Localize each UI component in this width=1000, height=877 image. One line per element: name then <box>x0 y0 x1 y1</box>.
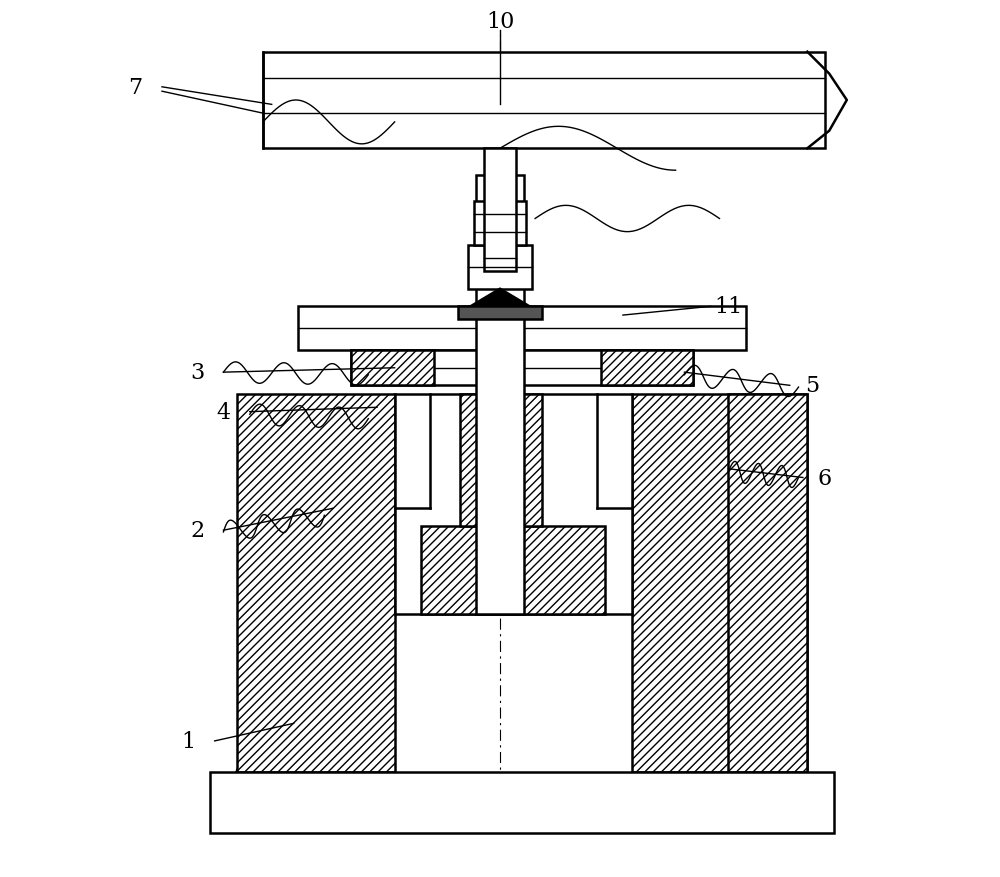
Polygon shape <box>237 395 395 772</box>
Polygon shape <box>728 395 807 772</box>
Polygon shape <box>463 289 537 318</box>
Text: 2: 2 <box>190 519 204 542</box>
Text: 5: 5 <box>805 374 819 397</box>
Text: 7: 7 <box>129 76 143 99</box>
Bar <box>263 53 825 149</box>
Bar <box>458 307 542 320</box>
Bar <box>601 351 693 386</box>
Text: 3: 3 <box>190 361 204 384</box>
Text: 6: 6 <box>818 467 832 489</box>
Bar <box>484 149 516 272</box>
Bar <box>298 307 746 351</box>
Bar <box>351 351 693 386</box>
Text: 4: 4 <box>216 401 230 424</box>
Bar <box>460 395 542 526</box>
Bar <box>468 246 532 289</box>
Bar <box>395 395 632 614</box>
Polygon shape <box>237 395 395 772</box>
Bar <box>351 351 434 386</box>
Polygon shape <box>632 395 807 772</box>
Text: 10: 10 <box>486 11 514 33</box>
Bar <box>474 202 526 246</box>
Text: 1: 1 <box>181 730 195 752</box>
Bar <box>476 175 524 614</box>
Text: 11: 11 <box>714 296 742 318</box>
Bar <box>210 772 834 833</box>
Bar <box>421 526 605 614</box>
